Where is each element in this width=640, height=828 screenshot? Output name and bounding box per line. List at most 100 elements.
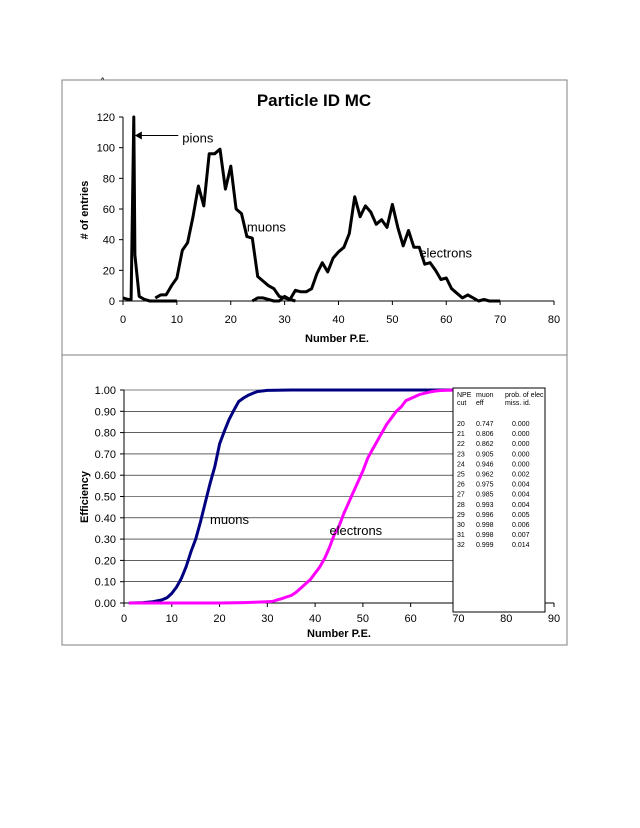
table-cell: 32: [457, 542, 465, 549]
top-series-muons-line: [154, 147, 296, 303]
top-y-tick-label: 60: [103, 204, 115, 216]
table-cell: 0.004: [512, 482, 530, 489]
bottom-x-tick-label: 60: [405, 613, 417, 625]
top-series-pions-line: [122, 115, 177, 303]
top-annotation-pions: pions: [182, 130, 214, 145]
table-cell: 0.007: [512, 532, 530, 539]
table-cell: 0.975: [476, 482, 494, 489]
bottom-x-tick-label: 50: [357, 613, 369, 625]
bottom-y-axis-label: Efficiency: [79, 470, 91, 523]
table-cell: 0.806: [476, 431, 494, 438]
table-header: cut: [457, 400, 466, 407]
table-cell: 0.905: [476, 451, 494, 458]
table-cell: 24: [457, 461, 465, 468]
top-series-electrons-line: [251, 195, 501, 303]
top-annotation-electrons: electrons: [419, 245, 472, 260]
table-cell: 23: [457, 451, 465, 458]
bottom-chart-plot: 0.00 0.10 0.20 0.30 0.40 0.50 0.60 0.70 0.80 0.90…: [95, 385, 561, 625]
top-x-tick-label: 10: [171, 314, 183, 326]
bottom-y-tick-label: 0.20: [95, 555, 116, 567]
bottom-y-tick-label: 0.40: [95, 513, 116, 525]
top-chart-title: Particle ID MC: [257, 91, 371, 110]
bottom-y-tick-label: 0.50: [95, 492, 116, 504]
table-cell: 26: [457, 482, 465, 489]
bottom-x-tick-label: 20: [213, 613, 225, 625]
bottom-y-tick-label: 0.00: [95, 598, 116, 610]
top-x-tick-label: 40: [332, 314, 344, 326]
table-cell: 28: [457, 502, 465, 509]
table-header: muon: [476, 392, 494, 399]
table-cell: 0.006: [512, 522, 530, 529]
table-cell: 0.004: [512, 492, 530, 499]
table-cell: 20: [457, 421, 465, 428]
table-cell: 31: [457, 532, 465, 539]
bottom-y-tick-label: 0.70: [95, 449, 116, 461]
bottom-x-tick-label: 40: [309, 613, 321, 625]
table-cell: 0.962: [476, 472, 494, 479]
bottom-x-tick-label: 90: [548, 613, 560, 625]
top-x-tick-label: 30: [279, 314, 291, 326]
top-y-tick-label: 120: [97, 112, 115, 124]
top-x-axis-label: Number P.E.: [305, 333, 369, 345]
bottom-series-muons-line: [128, 388, 459, 605]
table-cell: 0.993: [476, 502, 494, 509]
top-annotation-muons: muons: [247, 219, 287, 234]
top-y-tick-label: 0: [109, 296, 115, 308]
table-cell: 0.862: [476, 441, 494, 448]
table-cell: 0.005: [512, 512, 530, 519]
table-cell: 29: [457, 512, 465, 519]
bottom-y-tick-label: 0.10: [95, 577, 116, 589]
table-cell: 0.946: [476, 461, 494, 468]
table-cell: 0.996: [476, 512, 494, 519]
top-y-tick-label: 20: [103, 265, 115, 277]
table-cell: 0.747: [476, 421, 494, 428]
table-cell: 0.000: [512, 431, 530, 438]
bottom-y-tick-label: 0.80: [95, 428, 116, 440]
top-chart-frame: [61, 79, 568, 356]
top-y-tick-label: 100: [97, 143, 115, 155]
table-cell: 0.002: [512, 472, 530, 479]
top-x-tick-label: 50: [386, 314, 398, 326]
table-cell: 0.000: [512, 451, 530, 458]
table-header: eff: [476, 400, 484, 407]
bottom-y-tick-label: 0.30: [95, 534, 116, 546]
top-x-tick-label: 80: [548, 314, 560, 326]
top-x-tick-label: 70: [494, 314, 506, 326]
table-cell: 0.985: [476, 492, 494, 499]
table-cell: 22: [457, 441, 465, 448]
table-cell: 30: [457, 522, 465, 529]
bottom-x-tick-label: 0: [121, 613, 127, 625]
top-chart-plot: 0 20 40 60 80 100 120 0 10 20 30 40 50 60 70 80 pions muo…: [97, 112, 560, 326]
table-cell: 0.000: [512, 441, 530, 448]
top-y-tick-label: 80: [103, 173, 115, 185]
top-y-tick-label: 40: [103, 235, 115, 247]
table-cell: 0.999: [476, 542, 494, 549]
top-x-tick-label: 0: [120, 314, 126, 326]
bottom-x-tick-label: 70: [452, 613, 464, 625]
table-cell: 0.998: [476, 522, 494, 529]
table-header: prob. of elec: [505, 392, 544, 399]
top-x-tick-label: 60: [440, 314, 452, 326]
table-cell: 0.014: [512, 542, 530, 549]
bottom-y-tick-label: 1.00: [95, 385, 116, 397]
top-y-axis-label: # of entries: [79, 181, 91, 240]
table-cell: 21: [457, 431, 465, 438]
bottom-x-axis-label: Number P.E.: [307, 628, 371, 640]
top-x-tick-label: 20: [225, 314, 237, 326]
table-cell: 0.004: [512, 502, 530, 509]
bottom-x-tick-label: 10: [166, 613, 178, 625]
bottom-x-tick-label: 80: [500, 613, 512, 625]
table-cell: 27: [457, 492, 465, 499]
bottom-x-tick-label: 30: [261, 613, 273, 625]
table-cell: 0.000: [512, 421, 530, 428]
table-header: miss. id.: [505, 400, 531, 407]
table-cell: 0.000: [512, 461, 530, 468]
table-cell: 0.998: [476, 532, 494, 539]
bottom-series-electrons-line: [128, 388, 459, 605]
bottom-y-tick-label: 0.90: [95, 406, 116, 418]
pions-arrowhead: [134, 131, 142, 140]
bottom-annotation-electrons: electrons: [329, 523, 382, 538]
efficiency-table-box: [452, 387, 546, 613]
